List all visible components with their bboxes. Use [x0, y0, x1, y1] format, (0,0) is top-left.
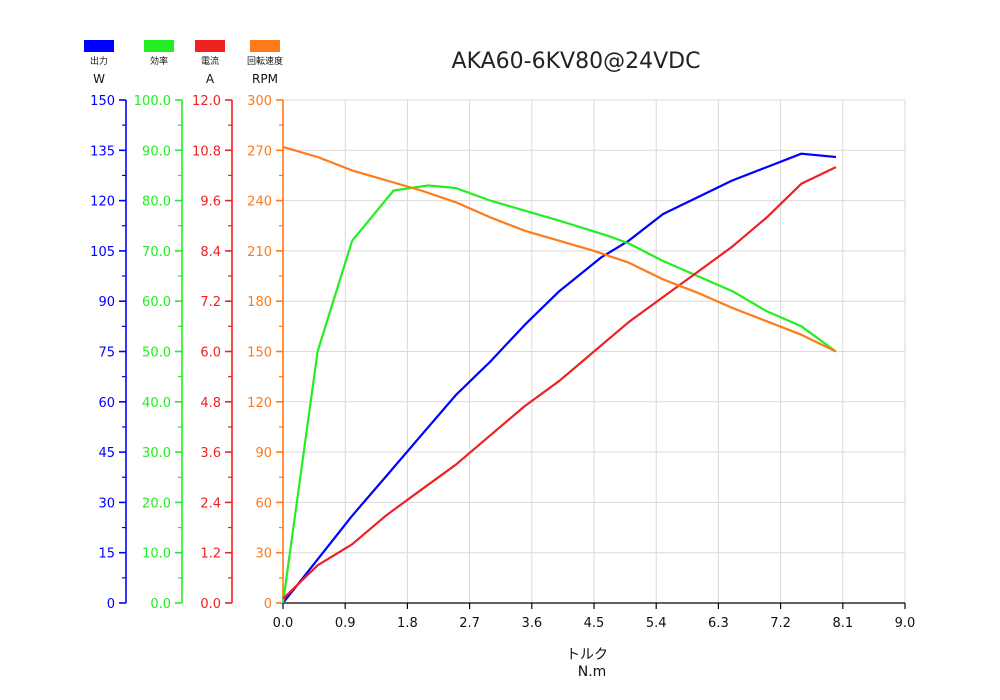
x-tick-label: 0.9: [335, 616, 356, 631]
axis-unit-label: RPM: [252, 72, 278, 86]
y-tick-label: 3.6: [200, 446, 221, 461]
y-tick-label: 60: [98, 396, 115, 411]
y-tick-label: 0: [107, 597, 115, 612]
y-tick-label: 75: [98, 346, 115, 361]
y-tick-label: 0.0: [150, 597, 171, 612]
y-tick-label: 8.4: [200, 245, 221, 260]
legend: 出力 W 効率 電流 A 回転速度 RPM: [84, 40, 283, 86]
y-tick-label: 210: [247, 245, 272, 260]
y-tick-label: 180: [247, 295, 272, 310]
legend-swatch: [144, 40, 174, 52]
y-tick-label: 150: [247, 346, 272, 361]
y-tick-label: 30: [98, 496, 115, 511]
y-tick-label: 90: [98, 295, 115, 310]
x-axis-unit: N.m: [578, 664, 607, 680]
y-tick-label: 120: [247, 396, 272, 411]
y-tick-label: 0: [264, 597, 272, 612]
axis-unit-label: A: [206, 72, 215, 86]
y-tick-label: 4.8: [200, 396, 221, 411]
y-tick-label: 2.4: [200, 496, 221, 511]
y-tick-label: 120: [90, 195, 115, 210]
x-tick-label: 5.4: [646, 616, 667, 631]
x-tick-label: 1.8: [397, 616, 418, 631]
y-tick-label: 90.0: [142, 144, 171, 159]
y-tick-label: 20.0: [142, 496, 171, 511]
x-tick-label: 2.7: [459, 616, 480, 631]
series-line: [282, 152, 837, 604]
axis-unit-label: W: [93, 72, 105, 86]
x-axis-label: トルク: [566, 647, 608, 663]
y-tick-label: 10.0: [142, 547, 171, 562]
y-tick-label: 0.0: [200, 597, 221, 612]
y-tick-label: 30.0: [142, 446, 171, 461]
x-tick-label: 7.2: [770, 616, 791, 631]
y-tick-label: 9.6: [200, 195, 221, 210]
y-tick-label: 60.0: [142, 295, 171, 310]
x-tick-label: 4.5: [584, 616, 605, 631]
x-tick-label: 0.0: [273, 616, 294, 631]
y-tick-label: 45: [98, 446, 115, 461]
series-lines: [281, 145, 837, 604]
x-tick-label: 3.6: [521, 616, 542, 631]
y-tick-label: 150: [90, 94, 115, 109]
x-tick-label: 9.0: [895, 616, 916, 631]
y-tick-label: 12.0: [192, 94, 221, 109]
x-tick-label: 6.3: [708, 616, 729, 631]
y-tick-label: 240: [247, 195, 272, 210]
legend-label: 電流: [201, 55, 219, 67]
y-tick-label: 300: [247, 94, 272, 109]
y-tick-label: 105: [90, 245, 115, 260]
legend-label: 出力: [90, 55, 108, 67]
legend-label: 効率: [150, 55, 168, 67]
legend-swatch: [84, 40, 114, 52]
y-tick-label: 135: [90, 144, 115, 159]
y-tick-label: 15: [98, 547, 115, 562]
y-tick-label: 50.0: [142, 346, 171, 361]
y-tick-label: 70.0: [142, 245, 171, 260]
series-line: [282, 166, 837, 600]
x-axis: 0.0 0.9 1.8 2.7 3.6 4.5 5.4 6.3 7.2 8.1 9.0: [273, 602, 916, 631]
series-line: [281, 184, 837, 604]
y-tick-label: 270: [247, 144, 272, 159]
legend-swatch: [195, 40, 225, 52]
y-tick-label: 80.0: [142, 195, 171, 210]
legend-label: 回転速度: [247, 55, 283, 67]
chart-title: AKA60-6KV80@24VDC: [452, 49, 701, 74]
y-axes: 0 15 30 45 60 75 90 105 120 135 150 0.0 10.0 20.0 30.0…: [90, 94, 284, 612]
y-tick-label: 6.0: [200, 346, 221, 361]
legend-swatch: [250, 40, 280, 52]
y-tick-label: 90: [255, 446, 272, 461]
y-tick-label: 10.8: [192, 144, 221, 159]
y-tick-label: 60: [255, 496, 272, 511]
y-tick-label: 1.2: [200, 547, 221, 562]
y-tick-label: 100.0: [134, 94, 171, 109]
y-tick-label: 30: [255, 547, 272, 562]
series-line: [282, 145, 837, 353]
y-tick-label: 7.2: [200, 295, 221, 310]
y-tick-label: 40.0: [142, 396, 171, 411]
x-tick-label: 8.1: [832, 616, 853, 631]
